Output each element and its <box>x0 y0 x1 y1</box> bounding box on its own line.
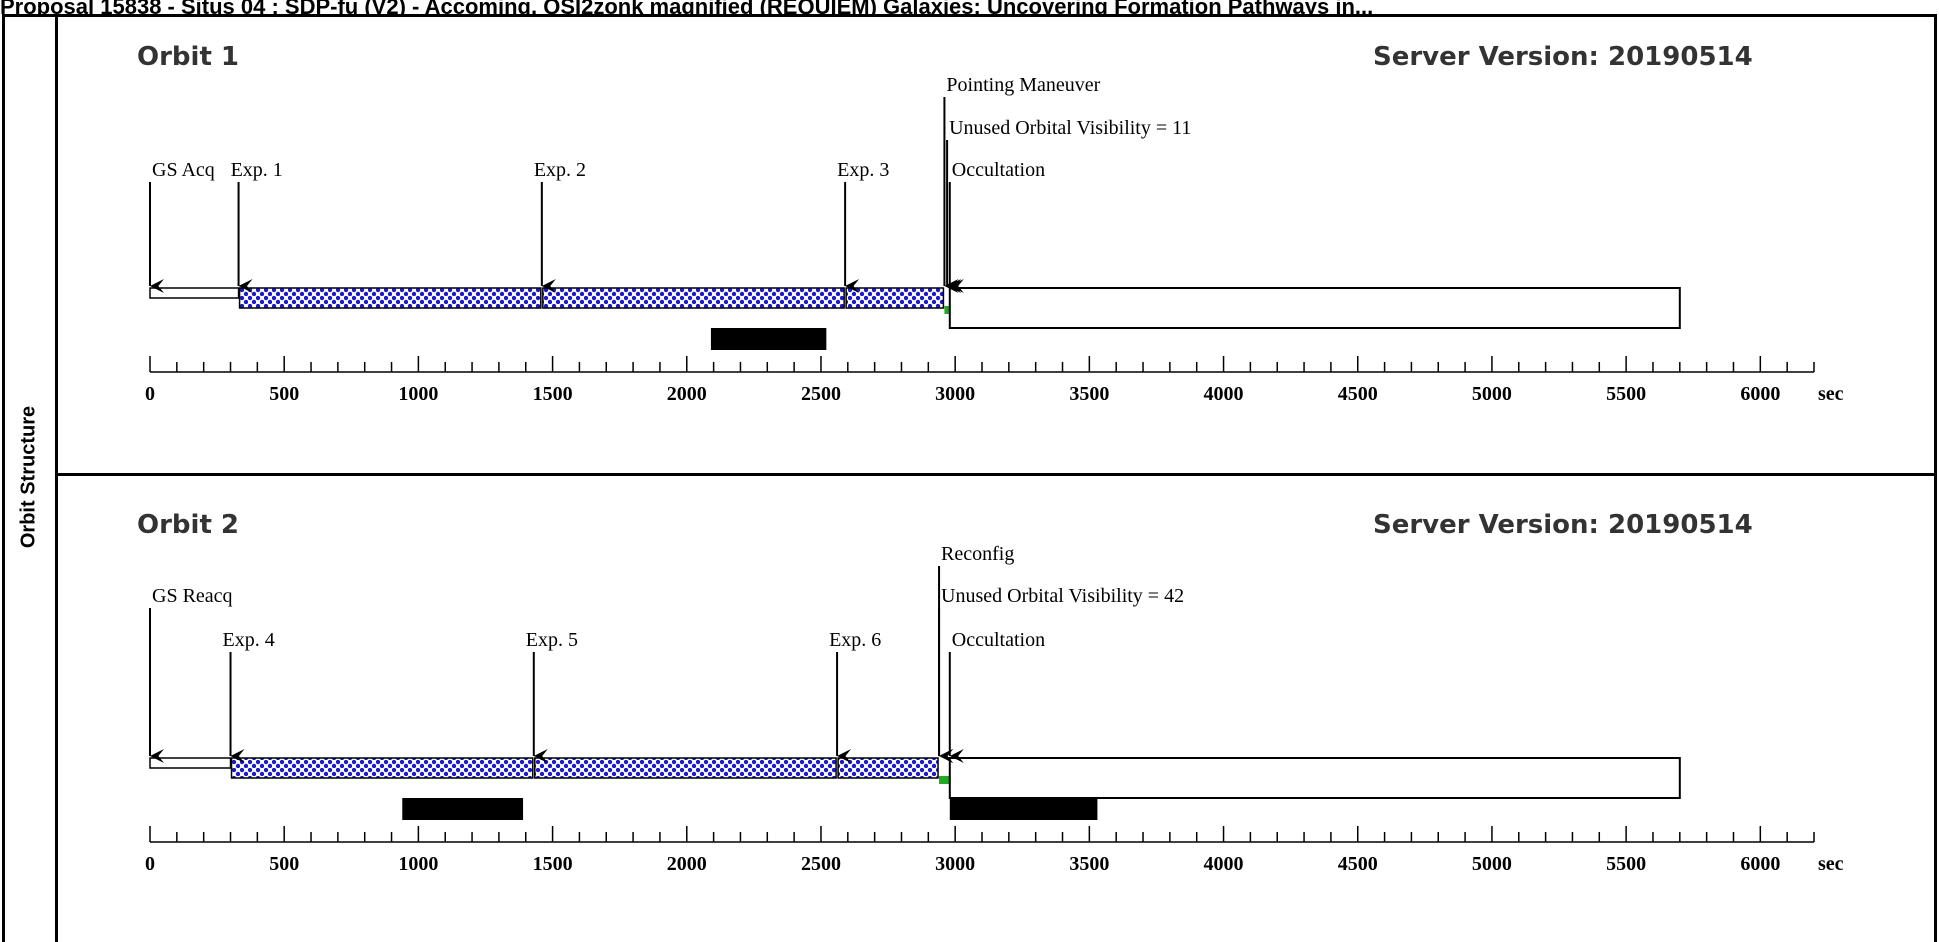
event-label: Exp. 6 <box>829 629 881 651</box>
tick-label: 3000 <box>935 853 975 875</box>
event-label: Unused Orbital Visibility = 11 <box>949 117 1191 139</box>
side-column <box>2 14 58 942</box>
tick-label: 1000 <box>398 853 438 875</box>
tick-label: 3000 <box>935 383 975 405</box>
tick-label: 2000 <box>667 383 707 405</box>
event-label: Unused Orbital Visibility = 42 <box>941 585 1184 607</box>
tick-label: 4500 <box>1338 383 1378 405</box>
orbit-1-exposure-segment <box>238 287 542 309</box>
tick-label: 2000 <box>667 853 707 875</box>
event-label: Occultation <box>952 159 1045 181</box>
event-label: Exp. 3 <box>837 159 889 181</box>
orbit-1-exposure-segment <box>542 287 845 309</box>
tick-label: 500 <box>269 383 299 405</box>
proposal-header: Proposal 15838 - Situs 04 : SDP-fu (V2) … <box>0 0 1374 16</box>
orbit-2-exposure-segment <box>837 757 939 779</box>
orbit-2-title: Orbit 2 <box>137 510 240 540</box>
tick-label: 4500 <box>1338 853 1378 875</box>
tick-label: 4000 <box>1204 853 1244 875</box>
axis-unit-label: sec <box>1818 383 1844 405</box>
tick-label: 5500 <box>1606 383 1646 405</box>
orbit-2-black-bar <box>949 798 1098 820</box>
orbit-1-maneuver-marker <box>944 306 951 314</box>
orbit-1-occultation-segment <box>948 287 1681 329</box>
tick-label: 6000 <box>1740 383 1780 405</box>
orbit-1-server-version: Server Version: 20190514 <box>1373 42 1753 72</box>
tick-label: 4000 <box>1204 383 1244 405</box>
orbit-divider <box>58 473 1937 476</box>
orbit-2-black-bar <box>402 798 524 820</box>
event-label: Exp. 5 <box>526 629 578 651</box>
axis-unit-label: sec <box>1818 853 1844 875</box>
orbit-1-guide-star-segment <box>149 287 240 299</box>
event-label: GS Acq <box>152 159 215 181</box>
tick-label: 2500 <box>801 853 841 875</box>
orbit-1-black-bar <box>710 328 827 350</box>
event-label: Exp. 4 <box>223 629 275 651</box>
tick-label: 500 <box>269 853 299 875</box>
tick-label: 5500 <box>1606 853 1646 875</box>
tick-label: 1500 <box>533 383 573 405</box>
orbit-2-maneuver-marker <box>939 776 950 784</box>
tick-label: 0 <box>145 853 155 875</box>
orbit-2-exposure-segment <box>230 757 534 779</box>
event-label: Reconfig <box>941 543 1014 565</box>
tick-label: 1500 <box>533 853 573 875</box>
tick-label: 3500 <box>1069 853 1109 875</box>
event-label: Pointing Maneuver <box>946 74 1100 96</box>
orbit-2-server-version: Server Version: 20190514 <box>1373 510 1753 540</box>
tick-label: 1000 <box>398 383 438 405</box>
orbit-1-exposure-segment <box>845 287 945 309</box>
tick-label: 5000 <box>1472 853 1512 875</box>
event-label: Occultation <box>952 629 1045 651</box>
tick-label: 5000 <box>1472 383 1512 405</box>
orbit-2-occultation-segment <box>948 757 1681 799</box>
tick-label: 6000 <box>1740 853 1780 875</box>
orbit-structure-frame <box>2 14 1937 942</box>
orbit-1-title: Orbit 1 <box>137 42 240 72</box>
event-label: Exp. 2 <box>534 159 586 181</box>
tick-label: 3500 <box>1069 383 1109 405</box>
tick-label: 2500 <box>801 383 841 405</box>
orbit-2-exposure-segment <box>534 757 837 779</box>
tick-label: 0 <box>145 383 155 405</box>
orbit-2-guide-star-segment <box>149 757 232 769</box>
event-label: Exp. 1 <box>231 159 283 181</box>
event-label: GS Reacq <box>152 585 233 607</box>
